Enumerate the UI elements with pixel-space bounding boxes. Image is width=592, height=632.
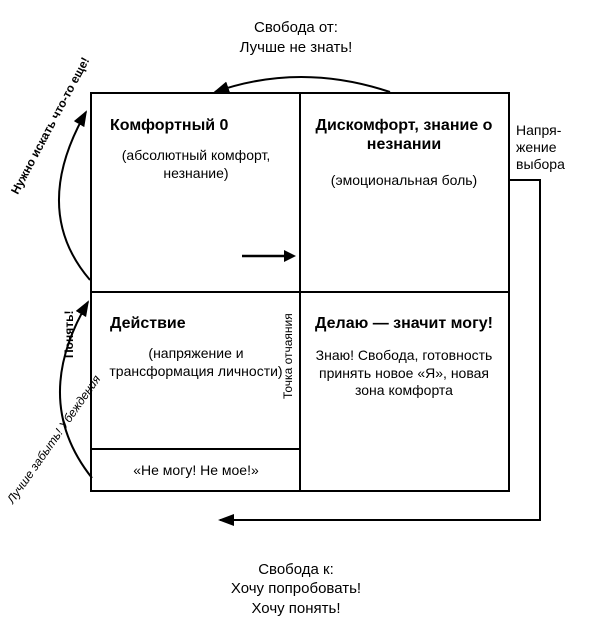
q-tr-sub: (эмоциональная боль) — [312, 172, 496, 190]
q-bl-box-text: «Не могу! Не мое!» — [133, 462, 259, 478]
center-vertical-label: Точка отчаяния — [281, 296, 295, 416]
bottom-label: Свобода к: Хочу попробовать! Хочу понять… — [0, 560, 592, 619]
left-label-upper: Нужно искать что-то еще! — [8, 55, 92, 197]
right-line3: выбора — [516, 156, 565, 172]
right-line2: жение — [516, 139, 557, 155]
center-arrow-icon — [240, 246, 296, 266]
q-bl-sub: (напряжение и трансформация личности) — [104, 345, 288, 380]
quadrant-top-right: Дискомфорт, знание о незнании (эмоционал… — [300, 94, 508, 292]
left-label-lower: Лучше забыть! Убеждения — [4, 372, 103, 506]
q-tl-title: Комфортный 0 — [110, 116, 288, 135]
q-bl-title: Действие — [110, 314, 288, 333]
bottom-line2: Хочу попробовать! — [231, 580, 361, 597]
bottom-line3: Хочу понять! — [251, 600, 340, 617]
arc-top-icon — [215, 77, 390, 92]
q-br-sub: Знаю! Свобода, готовность принять новое … — [312, 347, 496, 400]
q-tr-title: Дискомфорт, знание о незнании — [312, 116, 496, 154]
top-line2: Лучше не знать! — [240, 39, 353, 56]
right-label: Напря- жение выбора — [516, 122, 586, 172]
quadrant-grid: Комфортный 0 (абсолютный комфорт, незнан… — [90, 92, 510, 492]
q-tl-sub: (абсолютный комфорт, незнание) — [104, 147, 288, 182]
quadrant-bottom-right: Делаю — значит могу! Знаю! Свобода, гото… — [300, 292, 508, 490]
q-bl-subbox: «Не могу! Не мое!» — [92, 448, 300, 490]
top-label: Свобода от: Лучше не знать! — [0, 18, 592, 57]
right-line1: Напря- — [516, 122, 561, 138]
left-label-mid: Понять! — [62, 311, 76, 358]
top-line1: Свобода от: — [254, 19, 338, 36]
quadrant-bottom-left: Действие (напряжение и трансформация лич… — [92, 292, 300, 490]
bottom-line1: Свобода к: — [258, 561, 334, 578]
arc-left-upper-icon — [59, 112, 90, 280]
q-br-title: Делаю — значит могу! — [312, 314, 496, 333]
